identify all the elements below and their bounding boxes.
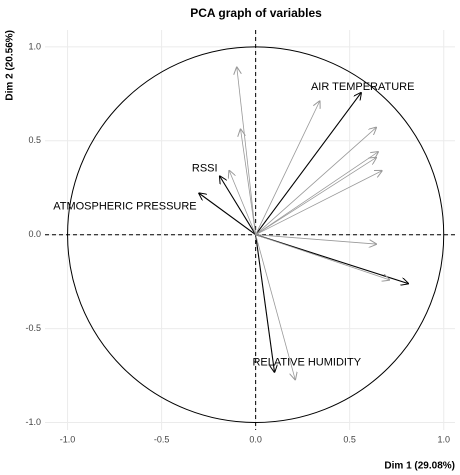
correlation-circle [67, 46, 445, 423]
variable-arrow [229, 171, 257, 235]
y-tick-label: 0.5 [28, 135, 41, 145]
variable-label: AIR TEMPERATURE [311, 81, 415, 93]
variable-arrow [255, 158, 376, 236]
variable-arrow [255, 234, 275, 372]
variable-label: ATMOSPHERIC PRESSURE [53, 200, 196, 212]
variable-arrow [220, 176, 257, 235]
x-axis-label: Dim 1 (29.08%) [384, 461, 455, 472]
variable-arrow [255, 234, 295, 380]
chart-title: PCA graph of variables [190, 6, 322, 20]
variable-arrow [255, 234, 376, 244]
variable-arrow [255, 171, 382, 236]
y-tick-label: 1.0 [28, 41, 41, 51]
variable-arrow [255, 234, 390, 280]
x-tick-label: 0.0 [249, 434, 262, 444]
y-tick-label: -0.5 [25, 323, 41, 333]
x-tick-label: -0.5 [154, 434, 170, 444]
variable-label: RSSI [192, 162, 218, 174]
x-tick-label: -1.0 [60, 434, 76, 444]
x-tick-label: 0.5 [343, 434, 356, 444]
variable-arrow [255, 128, 376, 235]
variable-label: RELATIVE HUMIDITY [252, 357, 361, 369]
variable-arrow [255, 101, 320, 235]
variable-arrow [199, 193, 256, 236]
y-tick-label: -1.0 [25, 417, 41, 427]
variable-arrow [237, 68, 257, 235]
variable-arrow [241, 130, 257, 235]
variable-arrow [255, 152, 378, 236]
y-axis-label: Dim 2 (20.56%) [5, 30, 16, 101]
variable-arrow [255, 93, 361, 236]
x-tick-label: 1.0 [437, 434, 450, 444]
y-tick-label: 0.0 [28, 229, 41, 239]
